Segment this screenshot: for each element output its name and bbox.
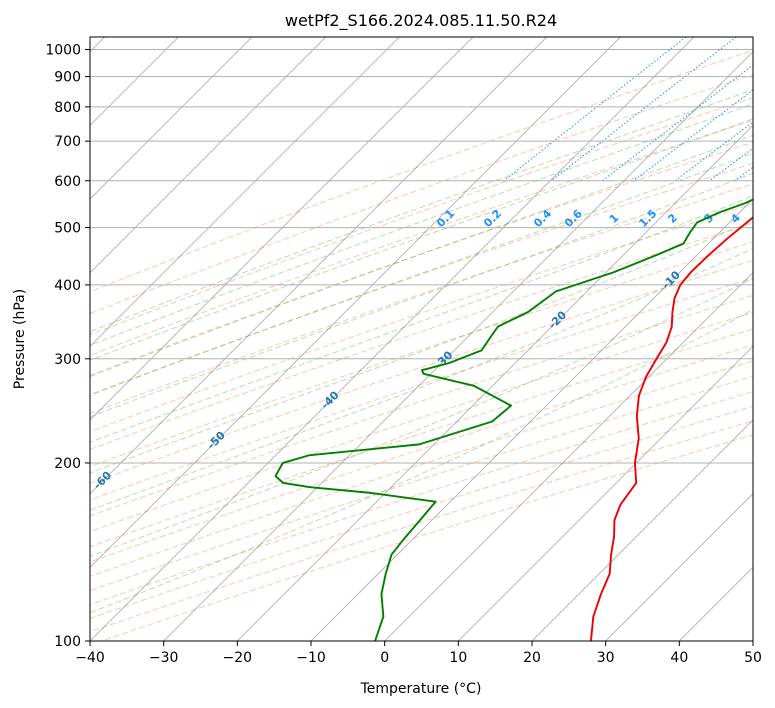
dry-adiabat bbox=[90, 241, 753, 468]
mixing-ratio-line bbox=[503, 37, 687, 182]
dry-adiabat bbox=[90, 390, 753, 606]
dry-adiabat bbox=[90, 162, 753, 396]
x-tick-label: 50 bbox=[744, 650, 762, 666]
skewed-isotherm bbox=[90, 37, 400, 348]
mixing-ratio-line bbox=[633, 89, 753, 182]
dry-adiabat bbox=[90, 73, 753, 315]
dry-adiabat bbox=[90, 344, 753, 563]
chart-title: wetPf2_S166.2024.085.11.50.R24 bbox=[285, 11, 557, 31]
skewed-isotherm bbox=[163, 50, 753, 641]
y-tick-label: 500 bbox=[54, 221, 81, 237]
moist-adiabat bbox=[90, 118, 753, 361]
dry-adiabat bbox=[90, 203, 753, 433]
dry-adiabat bbox=[90, 375, 753, 592]
skewed-isotherm bbox=[90, 37, 621, 569]
y-tick-label: 400 bbox=[54, 278, 81, 294]
x-axis-label: Temperature (°C) bbox=[360, 681, 482, 697]
skewed-isotherm bbox=[90, 37, 695, 641]
y-tick-label: 800 bbox=[54, 100, 81, 116]
axes: −40 −30 −20 −10 0 10 20 30 40 50 1000 900 800 700 600 5… bbox=[45, 43, 762, 666]
moist-adiabat bbox=[90, 248, 753, 511]
temperature-profile-line bbox=[589, 216, 753, 641]
y-tick-label: 700 bbox=[54, 134, 81, 150]
dry-adiabat bbox=[90, 277, 753, 501]
skewed-isotherm bbox=[90, 37, 474, 421]
x-tick-label: −10 bbox=[296, 650, 326, 666]
plot-background bbox=[90, 37, 753, 641]
skewed-isotherm bbox=[236, 124, 753, 641]
mixing-ratio-line bbox=[674, 121, 753, 182]
x-tick-label: −40 bbox=[75, 650, 105, 666]
skewed-isotherm bbox=[457, 345, 753, 641]
x-tick-label: 20 bbox=[523, 650, 541, 666]
dewpoint-profile-line bbox=[274, 198, 753, 641]
moist-adiabat bbox=[90, 172, 753, 418]
x-tick-label: −20 bbox=[223, 650, 253, 666]
skewed-isotherm bbox=[310, 198, 753, 641]
y-tick-label: 1000 bbox=[45, 43, 81, 59]
dry-adiabat bbox=[90, 328, 753, 548]
x-tick-label: 0 bbox=[380, 650, 389, 666]
y-tick-label: 100 bbox=[54, 634, 81, 650]
y-tick-label: 900 bbox=[54, 70, 81, 86]
skewed-isotherm bbox=[90, 37, 327, 274]
skewed-isotherm bbox=[531, 419, 753, 641]
dry-adiabat bbox=[90, 49, 753, 293]
y-tick-label: 600 bbox=[54, 174, 81, 190]
y-tick-label: 300 bbox=[54, 352, 81, 368]
x-tick-label: 30 bbox=[597, 650, 615, 666]
skewed-isotherm bbox=[90, 37, 548, 495]
moist-adiabat bbox=[90, 309, 753, 614]
plot-frame bbox=[89, 36, 754, 642]
dry-adiabat bbox=[90, 183, 753, 414]
y-axis-label: Pressure (hPa) bbox=[12, 289, 28, 389]
x-tick-label: 40 bbox=[670, 650, 688, 666]
dry-adiabat bbox=[90, 97, 753, 336]
y-tick-label: 200 bbox=[54, 456, 81, 472]
x-tick-label: −30 bbox=[149, 650, 179, 666]
skewed-isotherm bbox=[384, 271, 753, 641]
moist-adiabat bbox=[90, 89, 753, 333]
dry-adiabat bbox=[90, 294, 753, 517]
skewed-isotherm bbox=[605, 492, 753, 641]
x-tick-label: 10 bbox=[449, 650, 467, 666]
skewed-isotherm bbox=[90, 37, 253, 200]
mixing-ratio-line bbox=[602, 64, 753, 182]
